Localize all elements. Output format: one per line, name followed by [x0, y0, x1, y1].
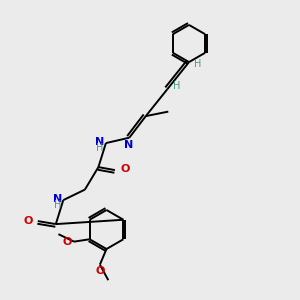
- Text: H: H: [54, 200, 61, 211]
- Text: N: N: [95, 136, 104, 147]
- Text: N: N: [53, 194, 62, 204]
- Text: H: H: [194, 59, 202, 70]
- Text: O: O: [95, 266, 105, 276]
- Text: N: N: [124, 140, 133, 150]
- Text: H: H: [173, 81, 180, 91]
- Text: O: O: [63, 237, 72, 247]
- Text: O: O: [120, 164, 130, 175]
- Text: H: H: [96, 143, 103, 154]
- Text: O: O: [23, 215, 32, 226]
